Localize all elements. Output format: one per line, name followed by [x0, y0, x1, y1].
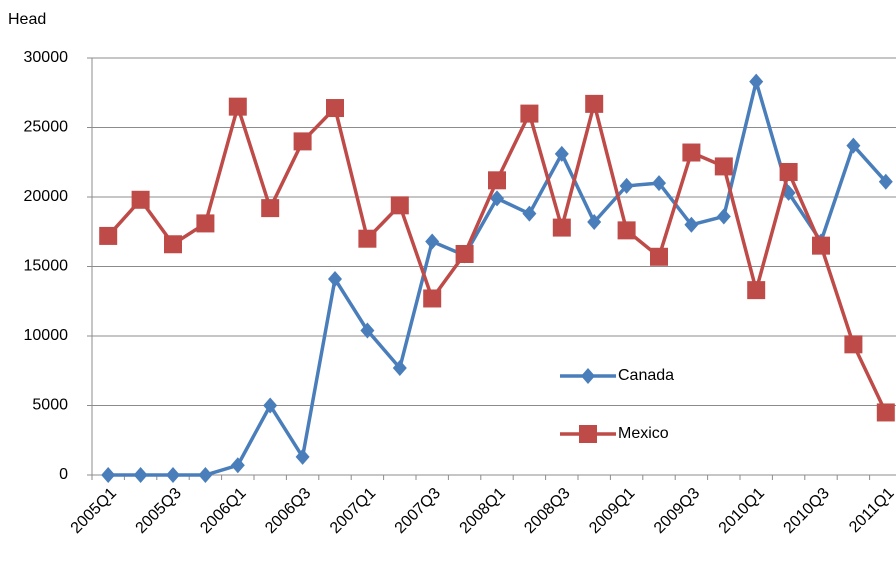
x-tick-label: 2009Q3	[651, 485, 703, 537]
point	[617, 221, 636, 240]
x-tick-label: 2007Q3	[392, 485, 444, 537]
point	[522, 205, 537, 222]
x-tick-label: 2008Q1	[457, 485, 509, 537]
point	[581, 368, 595, 384]
point	[360, 322, 375, 339]
point	[455, 244, 474, 263]
y-tick-label: 20000	[24, 188, 69, 205]
x-tick-label: 2009Q1	[586, 485, 638, 537]
point	[99, 226, 118, 245]
x-tick-label: 2005Q1	[68, 485, 120, 537]
point	[779, 162, 798, 181]
point	[585, 94, 604, 113]
y-tick-label: 5000	[32, 397, 68, 414]
x-tick-label: 2005Q3	[133, 485, 185, 537]
y-tick-label: 30000	[24, 49, 69, 66]
point	[652, 175, 666, 192]
point	[164, 235, 182, 254]
point	[619, 177, 634, 194]
point	[714, 157, 733, 176]
point	[812, 236, 830, 255]
x-tick-label: 2010Q1	[716, 485, 768, 537]
point	[488, 171, 506, 190]
x-tick-label: 2006Q1	[197, 485, 249, 537]
point	[716, 208, 731, 225]
point	[133, 467, 148, 483]
y-tick-label: 0	[59, 466, 68, 483]
series	[99, 94, 895, 422]
x-tick-label: 2007Q1	[327, 485, 379, 537]
point	[358, 229, 377, 248]
y-tick-label: 15000	[24, 258, 69, 275]
point	[293, 132, 312, 151]
point	[552, 218, 571, 237]
point	[876, 403, 895, 422]
point	[747, 281, 766, 300]
point	[198, 467, 213, 483]
point	[682, 143, 701, 162]
y-tick-label: 10000	[24, 327, 69, 344]
point	[520, 104, 539, 123]
point	[554, 145, 569, 162]
point	[230, 457, 245, 474]
point	[579, 425, 597, 443]
point	[844, 335, 863, 354]
point	[684, 216, 699, 233]
point	[228, 97, 247, 116]
point	[846, 137, 861, 154]
point	[425, 233, 440, 250]
y-axis-label: Head	[8, 11, 46, 28]
legend-label: Canada	[618, 367, 674, 384]
point	[295, 448, 310, 465]
point	[326, 99, 344, 118]
x-tick-label: 2008Q3	[521, 485, 573, 537]
point	[131, 190, 150, 209]
series-line	[108, 74, 888, 477]
legend-label: Mexico	[618, 425, 669, 442]
series	[101, 73, 893, 483]
point	[390, 196, 409, 215]
x-tick-label: 2011Q1	[846, 485, 896, 537]
point	[650, 247, 668, 266]
point	[166, 467, 180, 483]
series-line	[106, 96, 888, 414]
point	[261, 199, 280, 218]
point	[490, 190, 504, 207]
point	[263, 397, 278, 414]
point	[423, 289, 442, 308]
point	[392, 359, 407, 376]
y-tick-label: 25000	[24, 119, 69, 136]
point	[878, 173, 893, 190]
x-tick-label: 2010Q3	[781, 485, 833, 537]
point	[196, 214, 215, 233]
x-tick-label: 2006Q3	[262, 485, 314, 537]
point	[101, 467, 116, 483]
point	[328, 271, 342, 288]
point	[749, 73, 764, 90]
point	[587, 214, 602, 231]
